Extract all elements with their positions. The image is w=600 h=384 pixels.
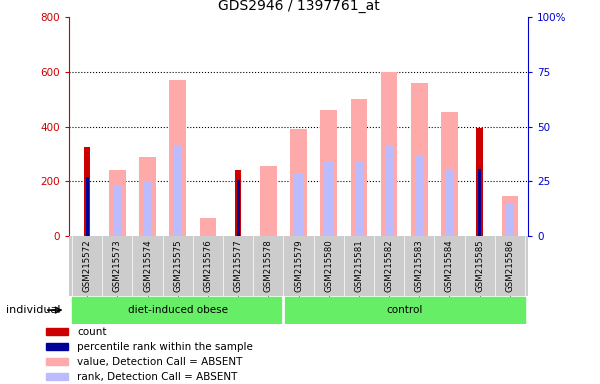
- Bar: [441, 113, 458, 236]
- Text: GSM215573: GSM215573: [113, 239, 122, 292]
- Bar: [320, 110, 337, 236]
- Bar: [415, 156, 424, 236]
- Bar: [445, 169, 454, 236]
- Bar: [200, 218, 216, 236]
- Text: control: control: [386, 305, 422, 315]
- Text: GSM215585: GSM215585: [475, 239, 484, 292]
- Bar: [325, 161, 333, 236]
- Bar: [478, 169, 481, 236]
- Bar: [355, 162, 363, 236]
- Text: percentile rank within the sample: percentile rank within the sample: [77, 342, 253, 352]
- Text: GSM215581: GSM215581: [355, 239, 364, 292]
- Bar: [235, 170, 241, 236]
- Text: GSM215577: GSM215577: [233, 239, 242, 292]
- Text: GSM215586: GSM215586: [505, 239, 514, 292]
- Bar: [294, 174, 303, 236]
- Text: GSM215574: GSM215574: [143, 239, 152, 292]
- Text: GSM215582: GSM215582: [385, 239, 394, 292]
- Bar: [169, 80, 186, 236]
- Bar: [86, 177, 89, 236]
- Text: GSM215576: GSM215576: [203, 239, 212, 292]
- Text: GSM215578: GSM215578: [264, 239, 273, 292]
- Text: GSM215575: GSM215575: [173, 239, 182, 292]
- Bar: [385, 146, 394, 236]
- Bar: [290, 129, 307, 236]
- Bar: [143, 182, 152, 236]
- Bar: [72, 297, 283, 323]
- Bar: [411, 83, 428, 236]
- Bar: [84, 147, 91, 236]
- Bar: [46, 358, 68, 365]
- Bar: [381, 72, 397, 236]
- Text: GSM215579: GSM215579: [294, 239, 303, 292]
- Text: GSM215584: GSM215584: [445, 239, 454, 292]
- Text: value, Detection Call = ABSENT: value, Detection Call = ABSENT: [77, 357, 242, 367]
- Bar: [502, 196, 518, 236]
- Bar: [173, 146, 182, 236]
- Text: count: count: [77, 327, 106, 337]
- Text: GSM215580: GSM215580: [324, 239, 333, 292]
- Bar: [283, 297, 525, 323]
- Bar: [109, 170, 125, 236]
- Title: GDS2946 / 1397761_at: GDS2946 / 1397761_at: [218, 0, 379, 13]
- Bar: [236, 180, 239, 236]
- Text: GSM215572: GSM215572: [83, 239, 92, 292]
- Text: GSM215583: GSM215583: [415, 239, 424, 292]
- Bar: [350, 99, 367, 236]
- Bar: [506, 204, 514, 236]
- Text: rank, Detection Call = ABSENT: rank, Detection Call = ABSENT: [77, 372, 237, 382]
- Bar: [46, 343, 68, 350]
- Bar: [46, 328, 68, 336]
- Text: individual: individual: [6, 305, 61, 315]
- Text: diet-induced obese: diet-induced obese: [128, 305, 228, 315]
- Bar: [139, 157, 156, 236]
- Bar: [476, 128, 483, 236]
- Bar: [113, 185, 122, 236]
- Bar: [260, 166, 277, 236]
- Bar: [46, 373, 68, 380]
